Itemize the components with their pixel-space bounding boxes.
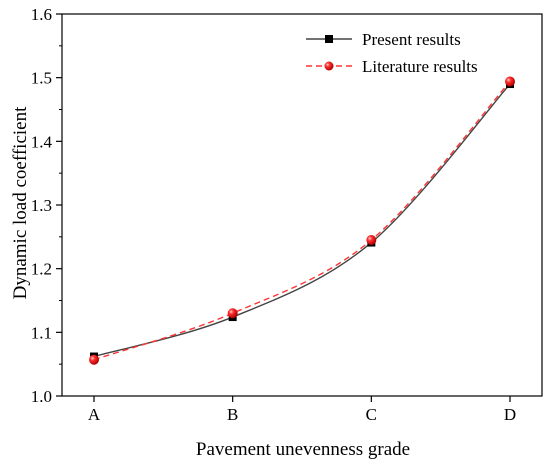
- series-present-results: [90, 80, 514, 361]
- y-axis-title: Dynamic load coefficient: [10, 106, 31, 299]
- y-tick-label: 1.4: [31, 132, 53, 151]
- y-tick-label: 1.3: [31, 196, 52, 215]
- series-line: [93, 81, 511, 361]
- data-point-circle: [227, 308, 238, 319]
- x-axis-title: Pavement unevenness grade: [196, 439, 410, 460]
- x-tick-label: A: [88, 405, 101, 424]
- data-point-circle: [505, 76, 515, 87]
- data-point-circle: [366, 235, 377, 246]
- x-tick-label: C: [366, 405, 377, 424]
- axes: 1.0 1.1 1.2 1.3 1.4 1.5 1.6 A B C D: [31, 5, 516, 424]
- legend-marker-square: [325, 35, 333, 43]
- legend-label: Present results: [362, 30, 461, 49]
- series-group: [89, 76, 515, 365]
- x-tick-label: B: [227, 405, 238, 424]
- y-tick-label: 1.6: [31, 5, 52, 24]
- legend-item: Literature results: [306, 57, 478, 76]
- y-tick-label: 1.0: [31, 387, 52, 406]
- x-tick-label: D: [504, 405, 516, 424]
- legend-label: Literature results: [362, 57, 478, 76]
- series-line: [93, 83, 511, 358]
- y-tick-label: 1.2: [31, 260, 52, 279]
- y-tick-label: 1.5: [31, 69, 52, 88]
- y-tick-label: 1.1: [31, 323, 52, 342]
- series-literature-results: [89, 76, 515, 365]
- data-point-circle: [89, 354, 99, 365]
- legend-item: Present results: [306, 30, 461, 49]
- legend: Present results Literature results: [306, 30, 478, 76]
- legend-marker-circle: [324, 61, 334, 71]
